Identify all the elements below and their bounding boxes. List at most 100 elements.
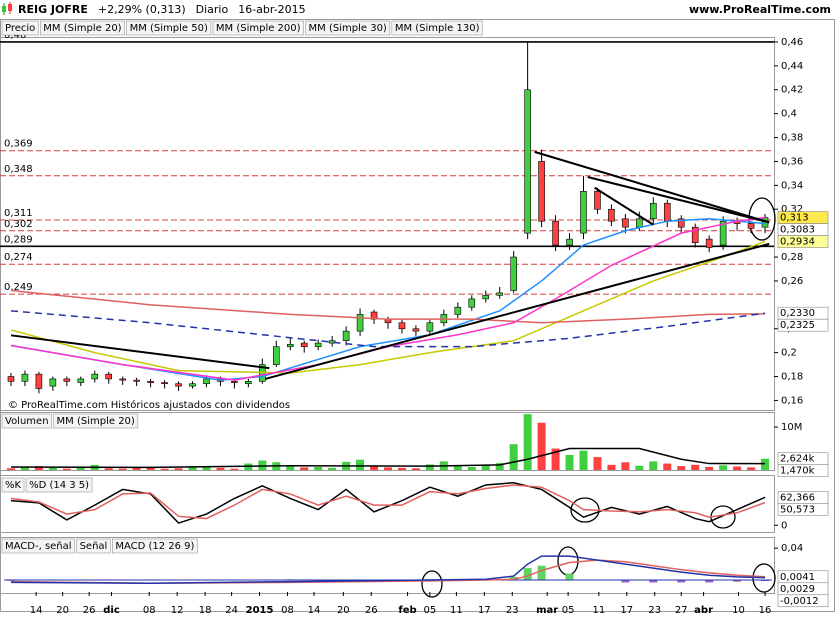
footnote: © ProRealTime.com Históricos ajustados c… <box>8 399 290 411</box>
series-line <box>10 559 766 584</box>
volume-bar <box>579 450 588 470</box>
trendline <box>264 242 770 380</box>
candle-body <box>175 383 182 387</box>
candle-body <box>691 226 699 244</box>
candle-body <box>482 294 490 300</box>
x-tick-label: 05 <box>424 605 437 616</box>
volume-bar <box>397 467 406 470</box>
legend-box <box>76 538 111 554</box>
volume-bar <box>481 465 490 470</box>
x-tick-label: feb <box>398 605 416 616</box>
volume-bar <box>523 414 532 470</box>
volume-bar <box>370 466 379 470</box>
volume-bar <box>565 454 574 470</box>
volume-frame <box>0 412 775 471</box>
end-label: 1,470k <box>780 466 815 477</box>
volume-bar <box>20 467 29 470</box>
histogram-bar <box>537 565 546 581</box>
legend-label: MM (Simple 30) <box>309 23 387 34</box>
histogram-bar <box>621 580 630 583</box>
legend-box <box>126 20 212 36</box>
candle-body <box>594 191 601 210</box>
x-tick-label: 10 <box>732 605 745 616</box>
candle-body <box>300 342 308 347</box>
candle-body <box>147 381 154 383</box>
x-tick-label: 14 <box>30 605 43 616</box>
candle-body <box>496 292 504 296</box>
volume-bar <box>314 466 323 470</box>
volume-bar <box>174 468 183 470</box>
legend-box <box>212 20 304 36</box>
candle-body <box>566 238 573 246</box>
x-tick-label: 17 <box>620 605 633 616</box>
candle-body <box>398 322 406 330</box>
candle-body <box>189 383 196 387</box>
y-tick-label: 0,44 <box>781 61 803 72</box>
end-label: 0,0029 <box>780 584 815 595</box>
volume-bar <box>118 468 127 470</box>
candle-body <box>524 89 531 234</box>
series-line <box>10 555 766 584</box>
end-label: -0,0012 <box>780 596 819 607</box>
candle-body <box>35 373 43 389</box>
legend-label: %K <box>5 480 22 491</box>
legend-label: MM (Simple 200) <box>216 23 301 34</box>
x-tick-label: 17 <box>478 605 491 616</box>
legend-label: Precio <box>5 23 35 34</box>
candle-body <box>510 256 517 291</box>
candle-body <box>21 373 29 382</box>
candle-body <box>77 378 85 383</box>
volume-bar <box>705 466 714 470</box>
end-label: 2,624k <box>780 454 815 465</box>
x-tick-label: 24 <box>225 605 238 616</box>
header-name: REIG JOFRE <box>18 3 88 16</box>
series-line <box>10 216 766 381</box>
candle-body <box>454 306 462 315</box>
histogram-bar <box>649 580 658 583</box>
volume-bar <box>621 462 630 470</box>
series-line <box>10 447 766 469</box>
level-label: 0,369 <box>4 139 33 150</box>
volume-bar <box>384 467 392 470</box>
y-tick-label: 0,28 <box>781 252 803 263</box>
candle-body <box>719 220 727 246</box>
x-tick-label: 20 <box>337 605 350 616</box>
candle-body <box>245 381 252 385</box>
end-label: 0,313 <box>780 213 809 224</box>
x-tick-label: 16 <box>759 605 772 616</box>
x-tick-label: 26 <box>365 605 378 616</box>
volume-bar <box>607 464 616 470</box>
legend-box <box>112 538 198 554</box>
trendline <box>534 150 770 224</box>
legend-box <box>1 20 39 36</box>
candle-body <box>314 342 322 347</box>
volume-bar <box>425 464 434 470</box>
candle-body <box>272 346 280 365</box>
legend-box <box>305 20 391 36</box>
macd-frame <box>0 537 775 594</box>
volume-bar <box>34 466 43 470</box>
legend-box <box>53 413 139 429</box>
volume-bar <box>160 468 169 470</box>
volume-bar <box>328 467 337 470</box>
volume-bar <box>132 467 141 470</box>
histogram-bar <box>677 580 686 583</box>
end-label-box <box>777 235 829 248</box>
candle-body <box>286 343 294 347</box>
candle-body <box>203 378 210 385</box>
y-tick-label: 0,04 <box>781 543 803 554</box>
x-tick-label: 2015 <box>246 605 274 616</box>
legend-label: MM (Simple 130) <box>395 23 480 34</box>
volume-bar <box>733 466 742 470</box>
legend-label: MACD-, señal <box>5 541 72 552</box>
volume-bar <box>649 461 658 470</box>
legend-box <box>1 477 25 493</box>
y-tick-label: 0,36 <box>781 156 803 167</box>
level-label: 0,274 <box>4 252 33 263</box>
candle-body <box>231 381 238 383</box>
histogram-bar <box>733 580 742 582</box>
histogram-bar <box>523 568 532 581</box>
histogram-bar <box>565 573 574 581</box>
candle-body <box>91 373 99 380</box>
